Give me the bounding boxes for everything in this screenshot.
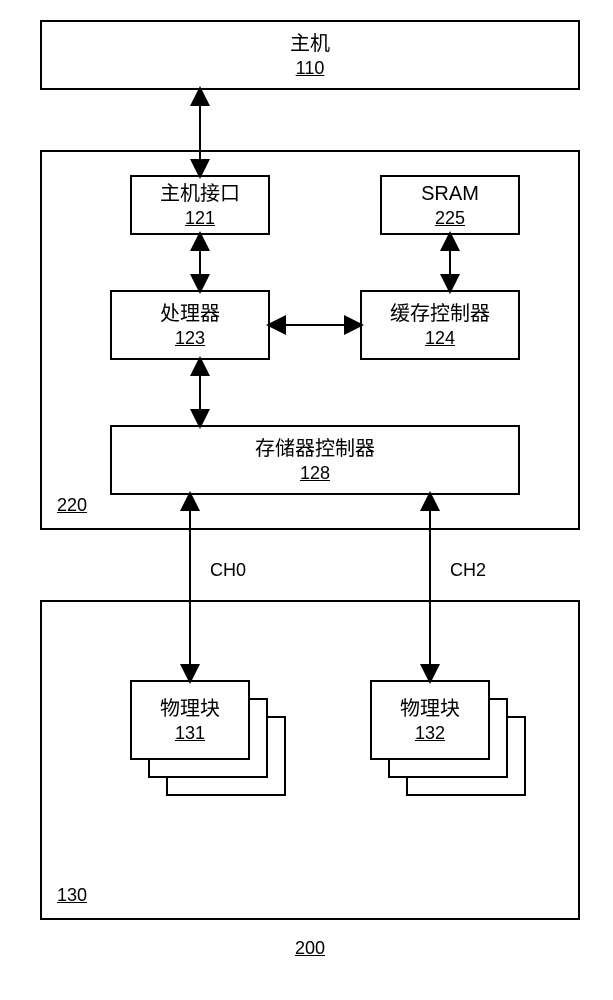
arrows-layer	[40, 20, 580, 960]
diagram-canvas: 主机 110 220 主机接口 121 SRAM 225 处理器 123 缓存控…	[40, 20, 580, 960]
